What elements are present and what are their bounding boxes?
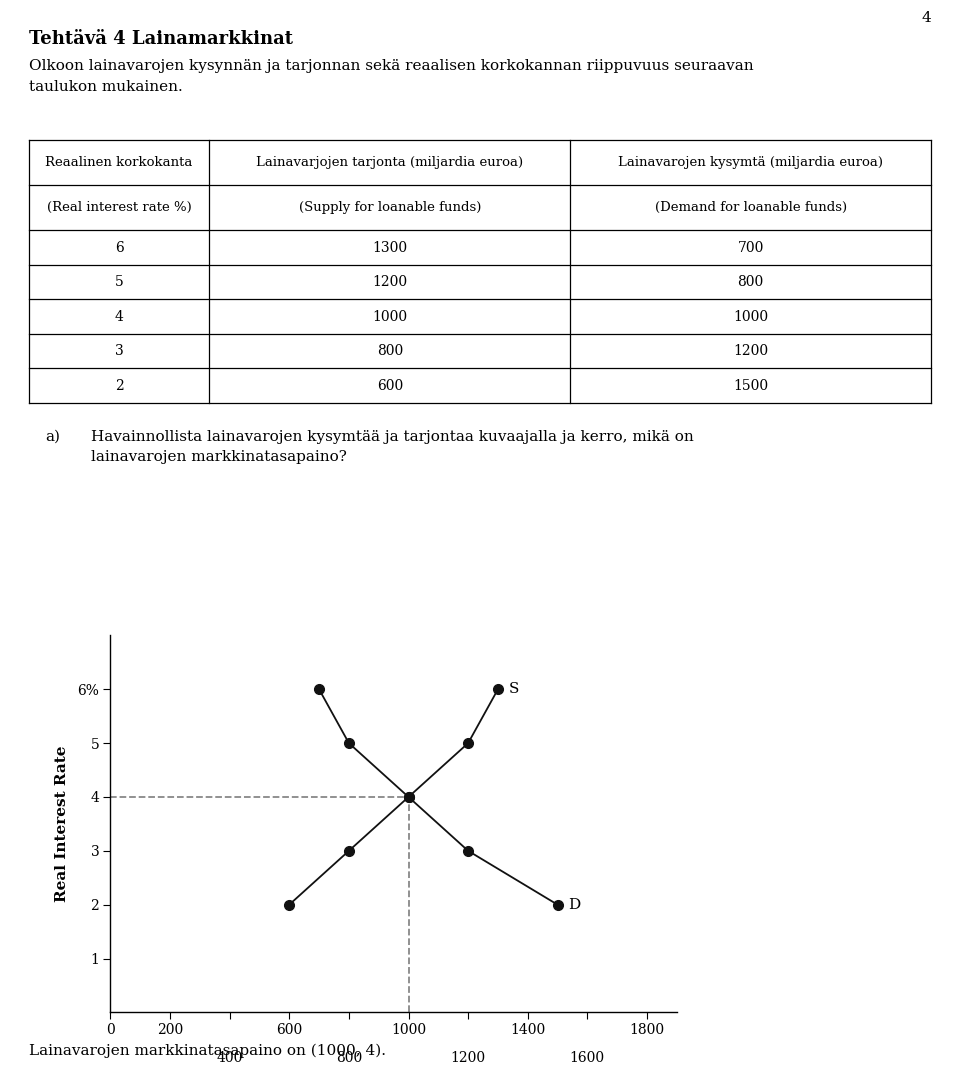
Text: (Real interest rate %): (Real interest rate %): [47, 201, 191, 214]
Text: 800: 800: [336, 1051, 362, 1065]
Text: Tehtävä 4 Lainamarkkinat: Tehtävä 4 Lainamarkkinat: [29, 30, 293, 48]
Text: 4: 4: [114, 310, 124, 323]
Text: 1000: 1000: [733, 310, 768, 323]
Text: Havainnollista lainavarojen kysymtää ja tarjontaa kuvaajalla ja kerro, mikä on
l: Havainnollista lainavarojen kysymtää ja …: [91, 430, 694, 464]
Text: Lainavarojen kysymtä (miljardia euroa): Lainavarojen kysymtä (miljardia euroa): [618, 156, 883, 169]
Text: 1200: 1200: [450, 1051, 486, 1065]
Text: 1200: 1200: [733, 345, 768, 358]
Y-axis label: Real Interest Rate: Real Interest Rate: [55, 745, 69, 903]
Text: 1300: 1300: [372, 241, 407, 254]
Text: Reaalinen korkokanta: Reaalinen korkokanta: [45, 156, 193, 169]
Text: 1000: 1000: [372, 310, 407, 323]
Text: 5: 5: [114, 276, 124, 289]
Text: S: S: [509, 683, 518, 696]
Text: 2: 2: [114, 379, 124, 392]
Text: 700: 700: [737, 241, 764, 254]
Text: 1200: 1200: [372, 276, 407, 289]
Text: D: D: [568, 898, 580, 911]
Text: Olkoon lainavarojen kysynnän ja tarjonnan sekä reaalisen korkokannan riippuvuus : Olkoon lainavarojen kysynnän ja tarjonna…: [29, 59, 754, 94]
Text: 4: 4: [922, 11, 931, 25]
Text: 800: 800: [737, 276, 764, 289]
Text: Lainavarjojen tarjonta (miljardia euroa): Lainavarjojen tarjonta (miljardia euroa): [256, 156, 523, 169]
Text: (Demand for loanable funds): (Demand for loanable funds): [655, 201, 847, 214]
Text: 400: 400: [216, 1051, 243, 1065]
Text: a): a): [45, 430, 60, 444]
Text: Lainavarojen markkinatasapaino on (1000, 4).: Lainavarojen markkinatasapaino on (1000,…: [29, 1044, 386, 1058]
Text: 800: 800: [376, 345, 403, 358]
Text: (Supply for loanable funds): (Supply for loanable funds): [299, 201, 481, 214]
Text: 6: 6: [114, 241, 124, 254]
Text: 600: 600: [376, 379, 403, 392]
Text: 1500: 1500: [733, 379, 768, 392]
Text: 3: 3: [114, 345, 124, 358]
Text: 1600: 1600: [570, 1051, 605, 1065]
